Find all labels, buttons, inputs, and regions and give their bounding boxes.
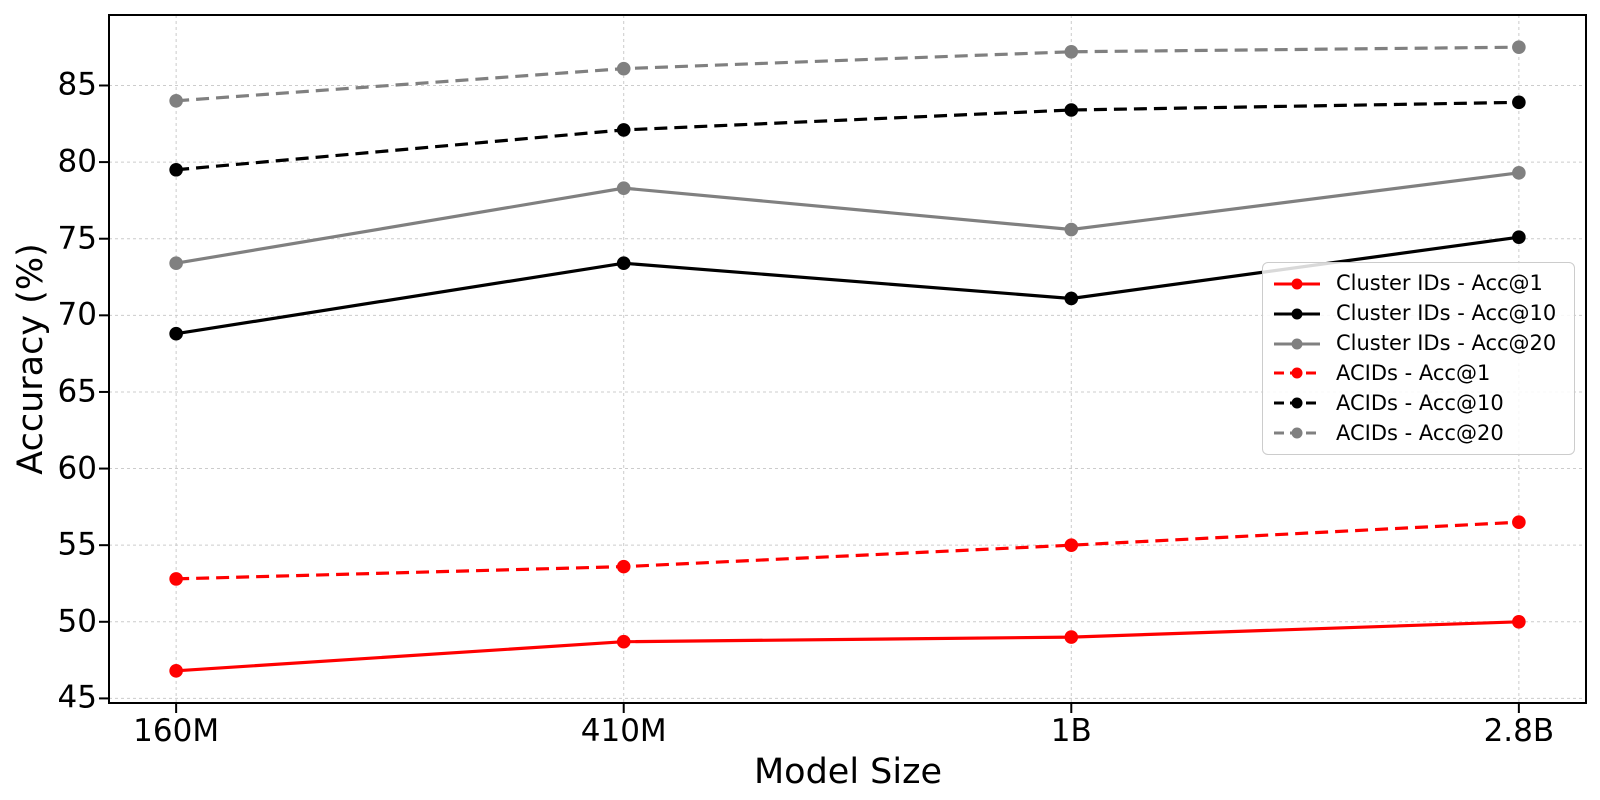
y-tick-label: 50 bbox=[57, 603, 97, 640]
y-tick-label: 70 bbox=[57, 296, 97, 333]
y-tick-label: 60 bbox=[57, 450, 97, 487]
y-tick-label: 45 bbox=[57, 679, 97, 716]
y-tick-label: 75 bbox=[57, 220, 97, 257]
x-tick-label: 1B bbox=[1050, 713, 1092, 749]
x-tick-label: 410M bbox=[580, 713, 667, 749]
legend-label: ACIDs - Acc@20 bbox=[1336, 420, 1504, 445]
legend-line-sample bbox=[1274, 427, 1320, 439]
legend-item: ACIDs - Acc@20 bbox=[1273, 420, 1564, 445]
legend-item: Cluster IDs - Acc@1 bbox=[1273, 272, 1564, 295]
legend-item: ACIDs - Acc@10 bbox=[1273, 390, 1564, 415]
legend-item: ACIDs - Acc@1 bbox=[1273, 360, 1564, 385]
legend-line-sample bbox=[1274, 278, 1320, 290]
y-tick-label: 65 bbox=[57, 373, 97, 410]
legend-line-sample bbox=[1274, 338, 1320, 350]
x-tick-label: 2.8B bbox=[1483, 713, 1555, 749]
legend-line-sample bbox=[1274, 397, 1320, 409]
y-tick-label: 85 bbox=[57, 66, 97, 103]
legend-label: ACIDs - Acc@1 bbox=[1336, 360, 1491, 385]
y-tick-label: 80 bbox=[57, 143, 97, 180]
legend-label: Cluster IDs - Acc@20 bbox=[1336, 331, 1557, 356]
legend-label: ACIDs - Acc@10 bbox=[1336, 390, 1504, 415]
x-tick-label: 160M bbox=[133, 713, 220, 749]
legend: Cluster IDs - Acc@1 Cluster IDs - Acc@10 C… bbox=[1262, 262, 1575, 455]
legend-item: Cluster IDs - Acc@10 bbox=[1273, 302, 1564, 325]
legend-label: Cluster IDs - Acc@10 bbox=[1336, 301, 1557, 326]
legend-line-sample bbox=[1274, 367, 1320, 379]
y-tick-label: 55 bbox=[57, 526, 97, 563]
y-axis-label: Accuracy (%) bbox=[11, 243, 51, 475]
legend-item: Cluster IDs - Acc@20 bbox=[1273, 331, 1564, 356]
legend-label: Cluster IDs - Acc@1 bbox=[1336, 271, 1543, 296]
legend-line-sample bbox=[1274, 308, 1320, 320]
x-axis-label: Model Size bbox=[753, 752, 943, 792]
